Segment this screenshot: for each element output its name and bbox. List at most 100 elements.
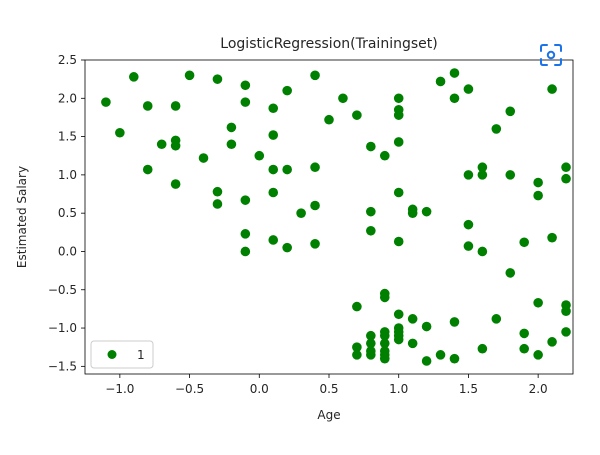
data-point (421, 356, 432, 366)
data-point (156, 139, 167, 150)
data-point (449, 68, 460, 78)
scan-icon (540, 44, 562, 66)
x-axis-ticks: −1.0 −0.5 0.0 0.5 1.0 1.5 2.0 (105, 374, 548, 396)
data-point (477, 343, 488, 354)
data-point (533, 190, 543, 201)
data-point (547, 84, 557, 94)
data-point (296, 208, 306, 218)
data-point (519, 237, 529, 248)
y-tick-label: 1.0 (58, 168, 77, 182)
y-tick-label: 2.0 (58, 91, 77, 105)
data-point (310, 200, 320, 211)
data-point (282, 85, 292, 96)
data-point (240, 80, 251, 91)
data-point (240, 229, 251, 239)
data-point (393, 236, 404, 247)
data-point (519, 328, 529, 339)
data-point (477, 162, 488, 173)
data-point (282, 242, 292, 253)
data-point (366, 350, 376, 360)
data-point (421, 321, 432, 332)
y-tick-label: −0.5 (48, 283, 77, 297)
data-point (366, 225, 376, 236)
x-tick-label: 2.0 (529, 382, 548, 396)
data-point (240, 97, 251, 107)
data-point (463, 84, 474, 94)
x-tick-label: −1.0 (105, 382, 134, 396)
data-point (449, 353, 460, 364)
data-point (393, 309, 404, 320)
data-points (101, 68, 571, 366)
data-point (463, 241, 474, 251)
data-point (366, 330, 376, 341)
data-point (547, 232, 557, 243)
data-point (254, 150, 265, 161)
data-point (561, 306, 571, 317)
data-point (449, 93, 460, 104)
data-point (366, 206, 376, 217)
data-point (170, 140, 181, 151)
data-point (435, 76, 446, 87)
data-point (491, 124, 502, 134)
data-point (184, 70, 195, 81)
chart-title: LogisticRegression(Trainingset) (220, 36, 437, 52)
data-point (449, 317, 460, 327)
data-point (407, 338, 418, 349)
data-point (212, 74, 223, 84)
data-point (129, 72, 139, 82)
data-point (352, 342, 362, 352)
data-point (198, 153, 209, 163)
data-point (393, 110, 404, 120)
data-point (282, 164, 292, 175)
data-point (352, 301, 362, 312)
data-point (379, 338, 390, 349)
y-tick-label: 1.5 (58, 130, 77, 144)
data-point (268, 187, 279, 198)
y-tick-label: 0.5 (58, 206, 77, 220)
legend-marker (107, 350, 117, 359)
data-point (393, 137, 404, 147)
data-point (519, 343, 529, 354)
data-point (561, 173, 571, 184)
data-point (240, 246, 251, 257)
data-point (505, 268, 516, 278)
data-point (226, 122, 237, 133)
data-point (379, 292, 390, 303)
x-tick-label: 0.0 (250, 382, 269, 396)
scan-image-button[interactable] (536, 40, 566, 70)
data-point (226, 139, 237, 150)
x-axis-title: Age (317, 408, 340, 422)
data-point (142, 101, 153, 111)
plot-frame (84, 59, 574, 375)
data-point (505, 170, 516, 180)
data-point (407, 208, 418, 218)
data-point (268, 164, 279, 175)
data-point (352, 350, 362, 360)
data-point (115, 127, 125, 138)
data-point (379, 353, 390, 364)
data-point (366, 141, 376, 152)
data-point (142, 164, 153, 175)
data-point (379, 330, 390, 341)
data-point (268, 235, 279, 245)
data-point (491, 314, 502, 324)
x-tick-label: 1.5 (459, 382, 478, 396)
data-point (393, 187, 404, 198)
data-point (561, 327, 571, 337)
data-point (310, 239, 320, 249)
data-point (533, 297, 543, 308)
data-point (407, 314, 418, 324)
data-point (366, 338, 376, 349)
data-point (435, 350, 446, 360)
data-point (170, 101, 181, 111)
data-point (101, 97, 111, 107)
data-point (240, 195, 251, 205)
x-tick-label: 1.0 (389, 382, 408, 396)
data-point (393, 334, 404, 345)
data-point (463, 170, 474, 180)
data-point (212, 199, 223, 209)
legend-box (90, 340, 154, 369)
data-point (463, 219, 474, 230)
data-point (533, 350, 543, 360)
data-point (547, 337, 557, 347)
